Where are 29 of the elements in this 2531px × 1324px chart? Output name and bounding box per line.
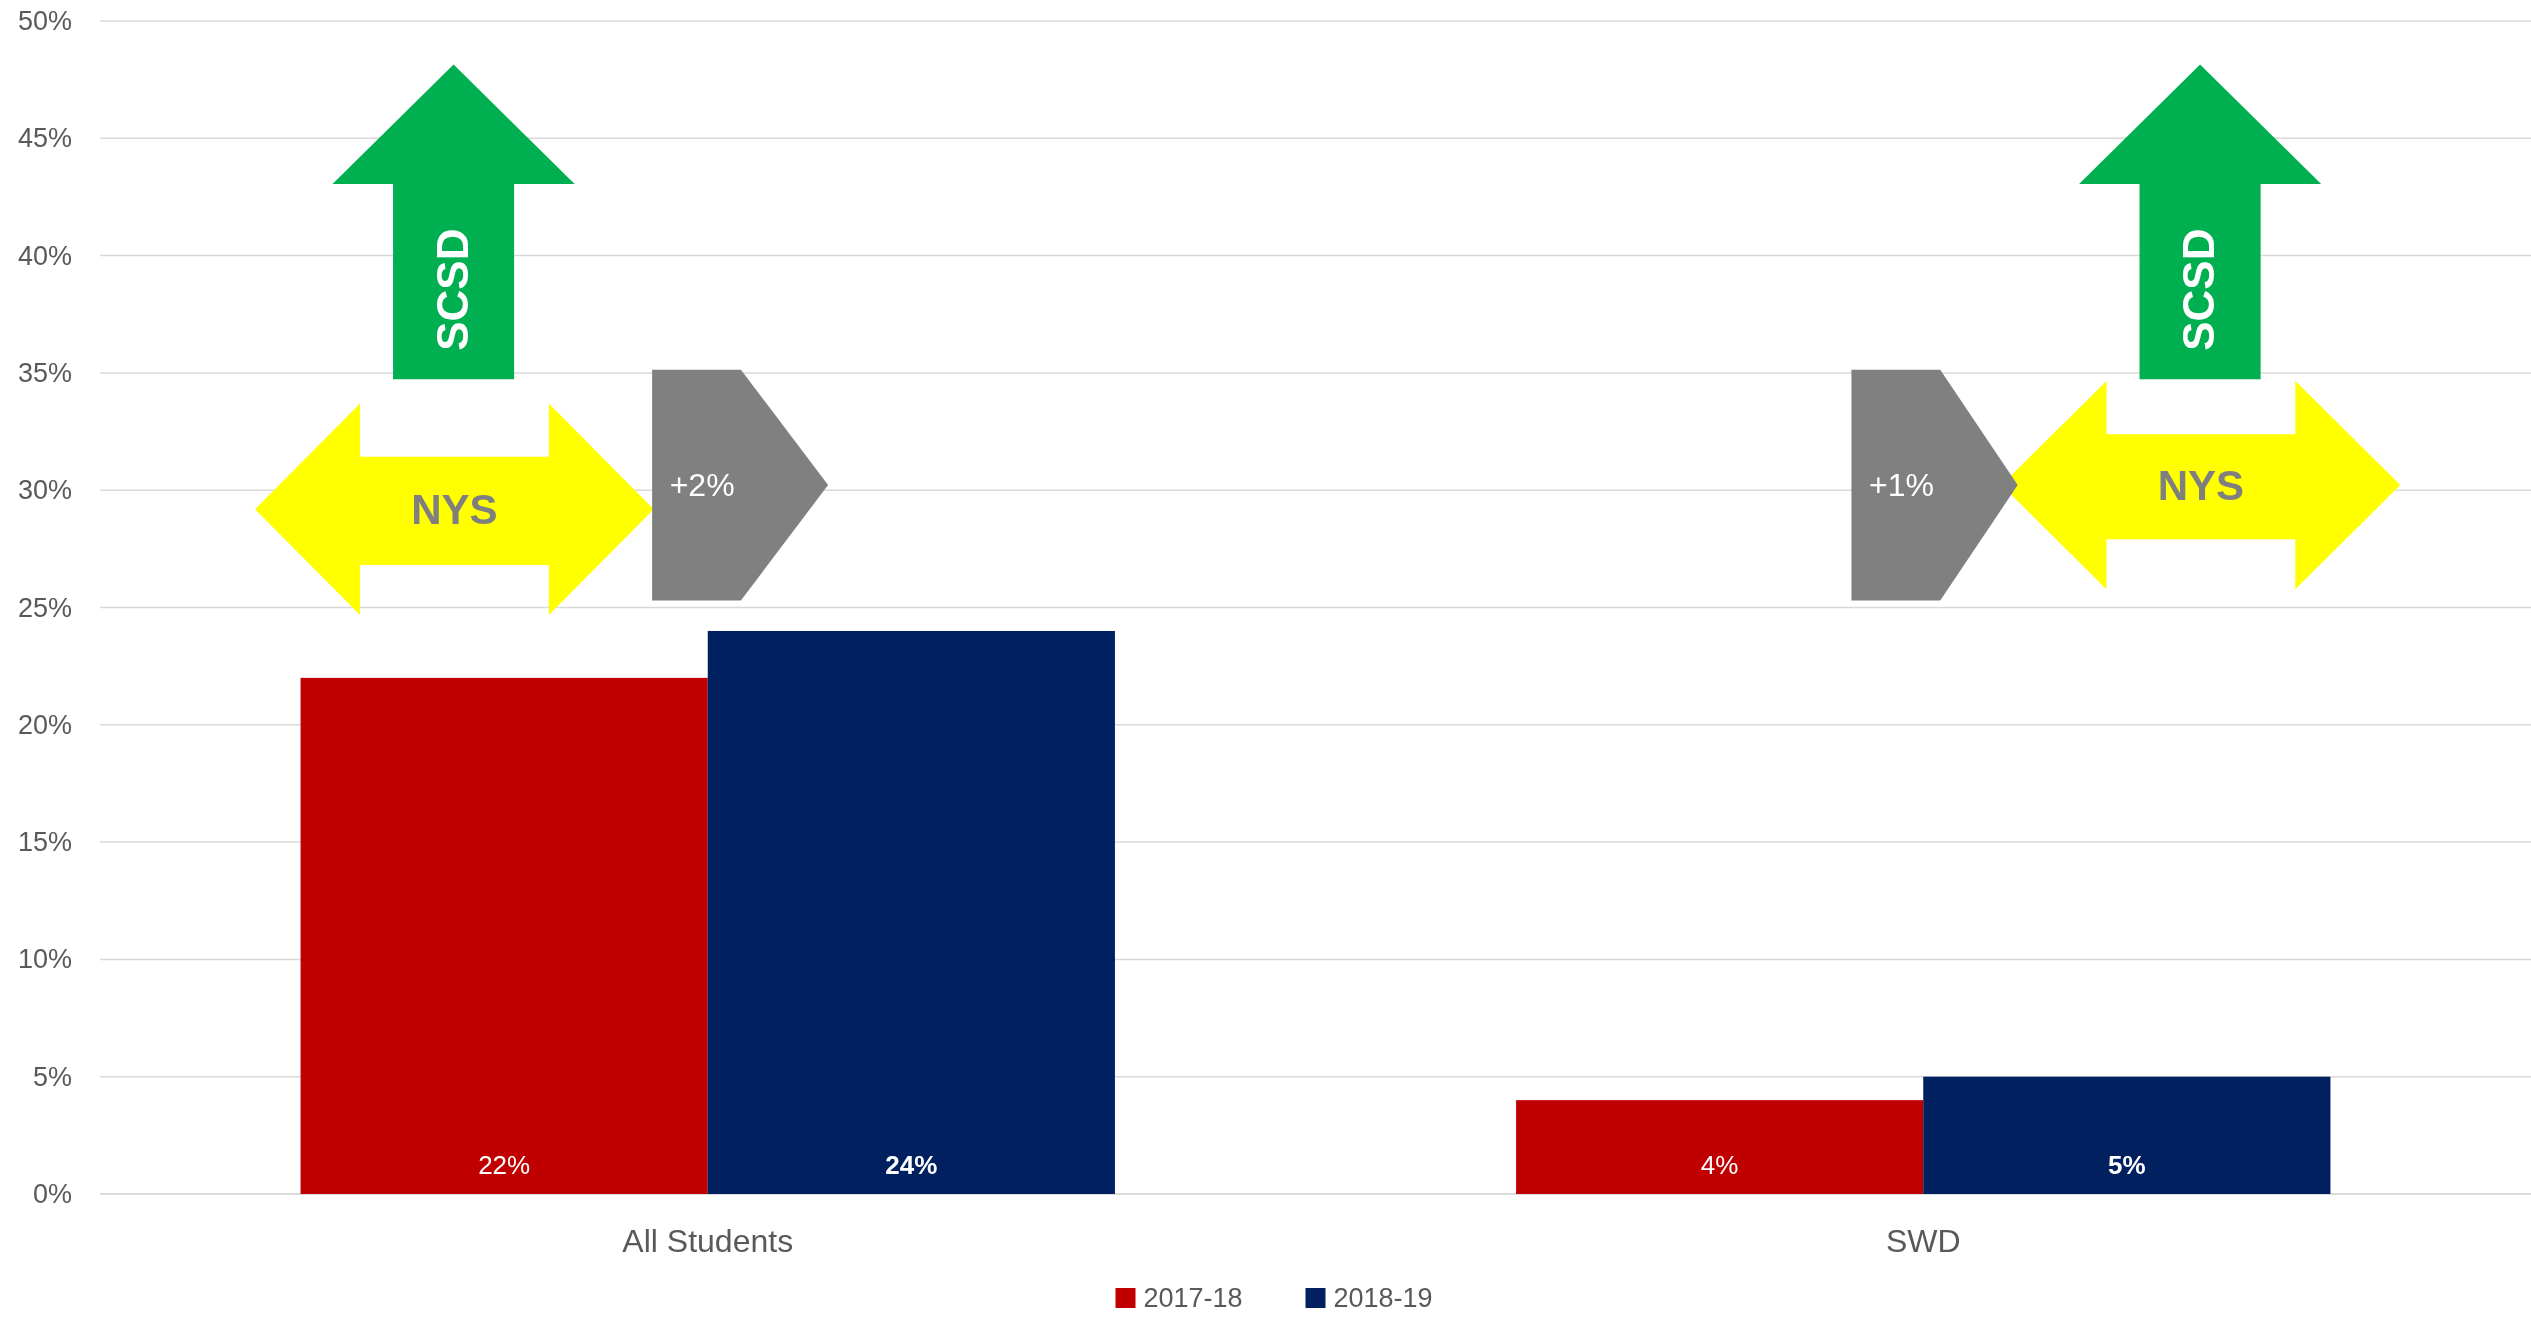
y-tick-label: 15% <box>17 827 72 858</box>
y-tick-label: 20% <box>17 709 72 740</box>
bar <box>1923 1076 2331 1194</box>
annotation: NYS <box>411 486 498 534</box>
y-tick-label: 30% <box>17 475 72 506</box>
y-tick-label: 50% <box>17 6 72 36</box>
annotation: SCSD <box>427 228 477 351</box>
data-label: 22% <box>478 1150 531 1180</box>
legend-label: 2018-19 <box>1333 1283 1433 1313</box>
y-tick-label: 45% <box>17 123 72 154</box>
y-tick-label: 0% <box>32 1179 72 1209</box>
legend-label: 2017-18 <box>1143 1283 1243 1313</box>
bar <box>1516 1100 1924 1194</box>
bar <box>300 677 708 1194</box>
annotation: +1% <box>1868 467 1934 504</box>
annotation: SCSD <box>2174 228 2224 351</box>
y-tick-label: 35% <box>17 357 72 388</box>
x-tick-label: All Students <box>622 1223 794 1259</box>
data-label: 5% <box>2108 1150 2146 1180</box>
data-label: 24% <box>885 1150 938 1180</box>
data-label: 4% <box>1700 1150 1739 1180</box>
annotation: NYS <box>2157 462 2245 510</box>
bar <box>707 630 1115 1194</box>
y-tick-label: 5% <box>32 1061 72 1092</box>
y-tick-label: 10% <box>17 944 72 975</box>
x-tick-label: SWD <box>1885 1223 1961 1259</box>
y-tick-label: 40% <box>17 240 72 271</box>
y-tick-label: 25% <box>17 592 72 623</box>
annotation: +2% <box>669 467 735 504</box>
